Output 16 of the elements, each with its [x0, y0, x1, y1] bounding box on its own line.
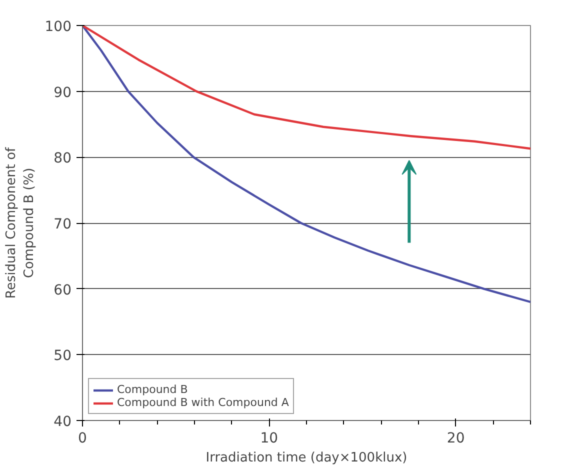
legend-label: Compound B — [117, 383, 188, 396]
x-tick-label: 10 — [260, 430, 278, 446]
y-tick-label: 60 — [54, 282, 72, 298]
y-tick-label: 70 — [54, 216, 72, 232]
x-tick-label: 0 — [78, 430, 87, 446]
line-series — [82, 26, 530, 304]
y-tick-label: 90 — [54, 84, 72, 101]
line-series — [82, 26, 530, 150]
legend-label: Compound B with Compound A — [117, 396, 289, 409]
y-tick-label: 40 — [54, 414, 72, 430]
y-tick-label: 80 — [54, 150, 72, 167]
x-tick-label: 20 — [446, 430, 465, 446]
y-tick-label: 50 — [54, 348, 72, 364]
y-axis-title: Residual Component of Compound B (%) — [4, 146, 37, 299]
x-axis-title: Irradiation time (day×100klux) — [206, 450, 408, 466]
y-tick-label: 100 — [44, 19, 72, 35]
